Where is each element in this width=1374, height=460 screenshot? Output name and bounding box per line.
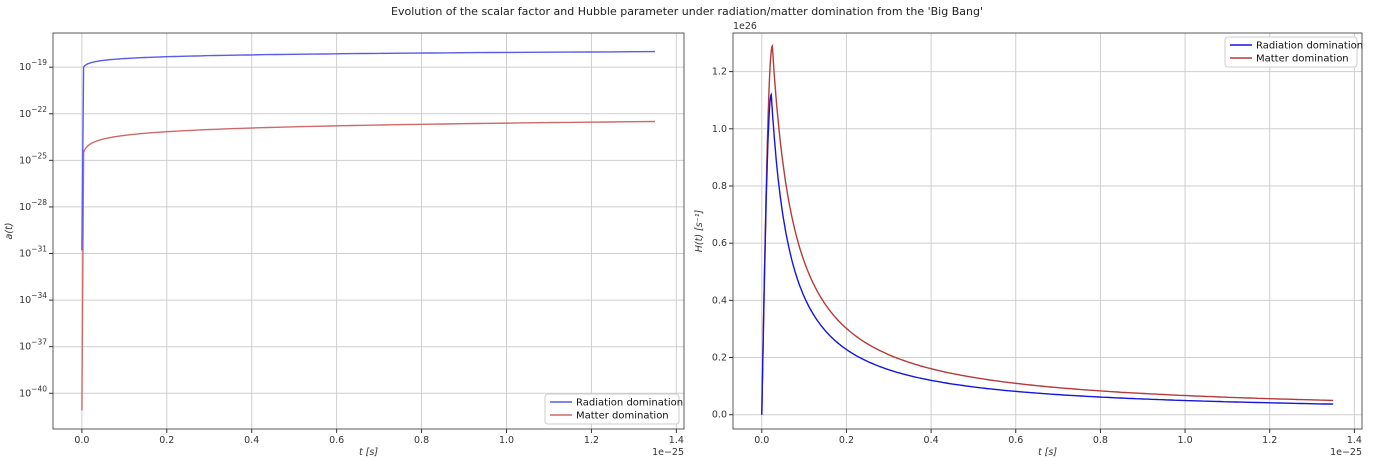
x-tick-label: 0.2 <box>159 435 174 446</box>
legend: Radiation domination Matter domination <box>544 393 683 425</box>
x-tick-label: 0.0 <box>754 435 769 446</box>
y-tick-label: 10−37 <box>19 338 47 353</box>
x-tick-label: 0.8 <box>1093 435 1108 446</box>
y-tick-label: 0.2 <box>712 353 727 364</box>
x-tick-label: 0.6 <box>329 435 344 446</box>
plot-frame <box>732 32 1363 430</box>
x-tick-label: 0.8 <box>414 435 429 446</box>
x-tick-label: 0.2 <box>839 435 854 446</box>
y-tick-label: 0.8 <box>712 181 727 192</box>
y-tick-label: 10−28 <box>19 198 47 213</box>
legend-label-radiation: Radiation domination <box>1256 41 1363 52</box>
x-axis-label: t [s] <box>1038 447 1057 458</box>
y-tick-label: 1.0 <box>712 124 727 135</box>
right-chart: 0.0 0.2 0.4 0.6 0.8 1.0 1.2 1.4 0.0 0.2 0.4 0.6 0.8 1… <box>694 21 1363 458</box>
x-offset-label: 1e−25 <box>652 447 684 458</box>
series-line-matter <box>761 43 1334 415</box>
x-tick-label: 0.4 <box>924 435 939 446</box>
legend-label-matter: Matter domination <box>1256 54 1349 65</box>
y-tick-label: 0.6 <box>712 238 727 249</box>
series-line-radiation <box>761 92 1334 415</box>
x-tick-label: 1.0 <box>1178 435 1193 446</box>
legend-label-matter: Matter domination <box>576 411 669 422</box>
y-tick-label: 1.2 <box>712 67 727 78</box>
left-chart: 0.0 0.2 0.4 0.6 0.8 1.0 1.2 1.4 10−19 10−22 10−25 1… <box>4 32 685 458</box>
x-tick-label: 0.0 <box>74 435 89 446</box>
y-tick-label: 10−31 <box>19 245 47 260</box>
x-tick-label: 1.2 <box>584 435 599 446</box>
x-axis-label: t [s] <box>359 447 378 458</box>
plot-frame <box>52 32 685 430</box>
figure-title: Evolution of the scalar factor and Hubbl… <box>391 5 983 18</box>
y-tick-label: 0.0 <box>712 410 727 421</box>
x-tick-label: 0.6 <box>1008 435 1023 446</box>
y-tick-label: 10−19 <box>19 58 47 73</box>
y-tick-label: 0.4 <box>712 295 727 306</box>
x-offset-label: 1e−25 <box>1330 447 1362 458</box>
x-tick-label: 0.4 <box>244 435 259 446</box>
x-tick-label: 1.0 <box>499 435 514 446</box>
y-axis-label: a(t) <box>4 223 15 240</box>
legend-box <box>544 393 680 425</box>
y-tick-label: 10−25 <box>19 151 47 166</box>
y-axis-label: H(t) [s⁻¹] <box>694 209 705 252</box>
x-tick-label: 1.4 <box>1347 435 1362 446</box>
y-tick-label: 10−34 <box>19 291 47 306</box>
y-tick-label: 10−22 <box>19 105 47 120</box>
legend: Radiation domination Matter domination <box>1224 36 1363 68</box>
x-tick-label: 1.4 <box>669 435 684 446</box>
x-tick-label: 1.2 <box>1262 435 1277 446</box>
series-line-matter <box>81 120 656 411</box>
series-line-radiation <box>81 50 656 251</box>
legend-label-radiation: Radiation domination <box>576 398 683 409</box>
y-tick-label: 10−40 <box>19 384 47 399</box>
y-offset-label: 1e26 <box>733 21 757 32</box>
legend-box <box>1224 36 1358 68</box>
